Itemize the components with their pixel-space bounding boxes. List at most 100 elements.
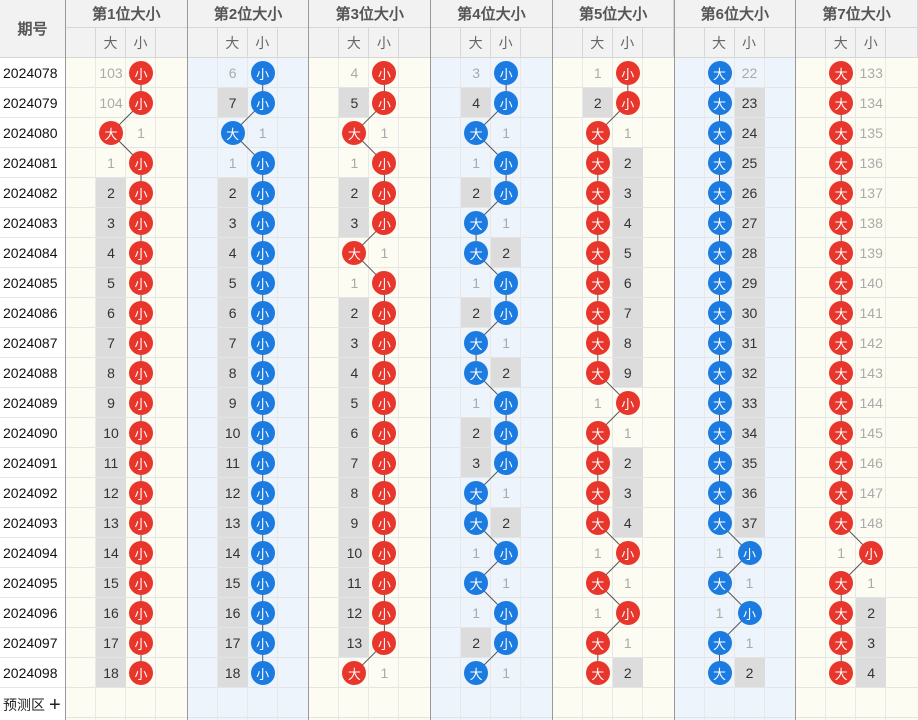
sub-header-big-subheader: 大 xyxy=(339,28,370,58)
small-omission-count: 23 xyxy=(734,88,765,117)
issue-number: 2024080 xyxy=(0,118,66,148)
small-omission-count: 24 xyxy=(734,118,765,147)
big-omission-count: 6 xyxy=(217,298,248,327)
big-ball: 大 xyxy=(829,91,854,115)
small-ball: 小 xyxy=(494,421,519,445)
col-gridline xyxy=(398,58,400,720)
small-ball: 小 xyxy=(737,601,762,625)
row-gridline xyxy=(66,717,918,718)
big-omission-count: 15 xyxy=(217,568,248,597)
big-ball: 大 xyxy=(829,451,854,475)
big-ball: 大 xyxy=(707,211,732,235)
row-gridline xyxy=(66,177,918,178)
group-separator xyxy=(65,0,66,720)
small-omission-count: 142 xyxy=(859,334,883,351)
small-ball: 小 xyxy=(129,451,153,475)
row-gridline xyxy=(66,417,918,418)
big-ball: 大 xyxy=(464,661,489,685)
small-ball: 小 xyxy=(129,661,153,685)
group-separator xyxy=(551,0,553,720)
add-prediction-button[interactable]: + xyxy=(49,694,61,716)
row-gridline xyxy=(66,597,918,598)
small-ball: 小 xyxy=(129,481,153,505)
small-ball: 小 xyxy=(129,91,153,115)
small-omission-count: 1 xyxy=(623,634,632,651)
big-omission-count: 6 xyxy=(228,64,237,81)
big-omission-count: 3 xyxy=(339,328,370,357)
col-gridline xyxy=(276,58,278,720)
small-omission-count: 5 xyxy=(612,238,643,267)
big-ball: 大 xyxy=(585,151,610,175)
big-omission-count: 4 xyxy=(461,88,492,117)
big-ball: 大 xyxy=(585,511,610,535)
small-omission-count: 1 xyxy=(502,664,510,681)
small-omission-count: 37 xyxy=(734,508,765,537)
small-ball: 小 xyxy=(250,61,275,85)
issue-number: 2024094 xyxy=(0,538,66,568)
small-omission-count: 140 xyxy=(859,274,883,291)
sub-header-big-subheader: 大 xyxy=(217,28,248,58)
row-gridline xyxy=(66,537,918,538)
sub-header-spacer xyxy=(674,28,705,58)
small-ball: 小 xyxy=(494,301,519,325)
small-omission-count: 32 xyxy=(734,358,765,387)
big-omission-count: 13 xyxy=(96,508,126,537)
big-ball: 大 xyxy=(464,211,489,235)
small-omission-count: 3 xyxy=(612,478,643,507)
small-ball: 小 xyxy=(250,601,275,625)
big-ball: 大 xyxy=(829,661,854,685)
small-ball: 小 xyxy=(250,181,275,205)
issue-number: 2024087 xyxy=(0,328,66,358)
small-omission-count: 136 xyxy=(859,154,883,171)
big-omission-count: 7 xyxy=(96,328,126,357)
big-omission-count: 4 xyxy=(339,358,370,387)
col-gridline xyxy=(733,58,735,720)
big-omission-count: 10 xyxy=(339,538,370,567)
small-ball: 小 xyxy=(129,211,153,235)
issue-number: 2024084 xyxy=(0,238,66,268)
big-omission-count: 14 xyxy=(217,538,248,567)
small-omission-count: 1 xyxy=(380,664,389,681)
small-ball: 小 xyxy=(129,571,153,595)
sub-header-spacer xyxy=(521,28,553,58)
issue-number: 2024089 xyxy=(0,388,66,418)
small-omission-count: 36 xyxy=(734,478,765,507)
big-ball: 大 xyxy=(585,631,610,655)
big-ball: 大 xyxy=(829,271,854,295)
big-ball: 大 xyxy=(829,121,854,145)
group-separator xyxy=(308,0,310,720)
prediction-label: 预测区 xyxy=(3,697,45,713)
big-omission-count: 1 xyxy=(472,154,480,171)
col-gridline xyxy=(885,58,887,720)
col-gridline xyxy=(855,58,857,720)
position-header: 第2位大小 xyxy=(187,0,310,28)
big-ball: 大 xyxy=(707,661,732,685)
small-omission-count: 2 xyxy=(491,358,522,387)
big-omission-count: 1 xyxy=(350,154,359,171)
small-ball: 小 xyxy=(494,61,519,85)
big-omission-count: 17 xyxy=(96,628,126,657)
big-ball: 大 xyxy=(464,481,489,505)
big-ball: 大 xyxy=(707,481,732,505)
big-omission-count: 5 xyxy=(96,268,126,297)
issue-number: 2024078 xyxy=(0,58,66,88)
group-separator xyxy=(186,0,188,720)
big-omission-count: 1 xyxy=(593,544,602,561)
sub-header-small-subheader: 小 xyxy=(491,28,522,58)
small-ball: 小 xyxy=(494,91,519,115)
small-ball: 小 xyxy=(859,541,884,565)
big-omission-count: 2 xyxy=(339,298,370,327)
small-omission-count: 1 xyxy=(137,124,145,141)
sub-header-big-subheader: 大 xyxy=(461,28,492,58)
big-omission-count: 3 xyxy=(472,64,480,81)
sub-header-small-subheader: 小 xyxy=(369,28,400,58)
big-omission-count: 1 xyxy=(472,394,480,411)
big-ball: 大 xyxy=(464,241,489,265)
sub-header-big-subheader: 大 xyxy=(582,28,613,58)
small-ball: 小 xyxy=(129,151,153,175)
big-omission-count: 7 xyxy=(217,88,248,117)
sub-header-spacer xyxy=(187,28,218,58)
small-omission-count: 1 xyxy=(623,124,632,141)
small-ball: 小 xyxy=(250,631,275,655)
